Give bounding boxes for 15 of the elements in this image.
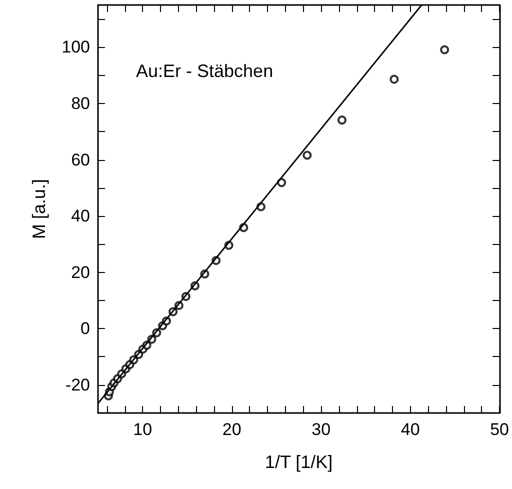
y-tick-label: 20 — [71, 262, 90, 282]
y-tick-label: 40 — [71, 206, 90, 226]
x-tick-label: 20 — [222, 420, 242, 439]
x-tick-label: 50 — [490, 420, 510, 439]
x-axis-title: 1/T [1/K] — [264, 452, 333, 472]
y-axis-title: M [a.u.] — [29, 178, 49, 240]
y-tick-label: 100 — [62, 38, 90, 57]
y-tick-label: 60 — [71, 150, 90, 170]
y-tick-label: 80 — [71, 94, 90, 113]
y-tick-label: -20 — [65, 375, 90, 394]
x-tick-label: 10 — [133, 420, 152, 439]
annotation: Au:Er - Stäbchen — [136, 61, 274, 81]
x-tick-label: 30 — [312, 420, 331, 439]
y-tick-label: 0 — [80, 319, 90, 338]
x-tick-label: 40 — [400, 420, 420, 439]
